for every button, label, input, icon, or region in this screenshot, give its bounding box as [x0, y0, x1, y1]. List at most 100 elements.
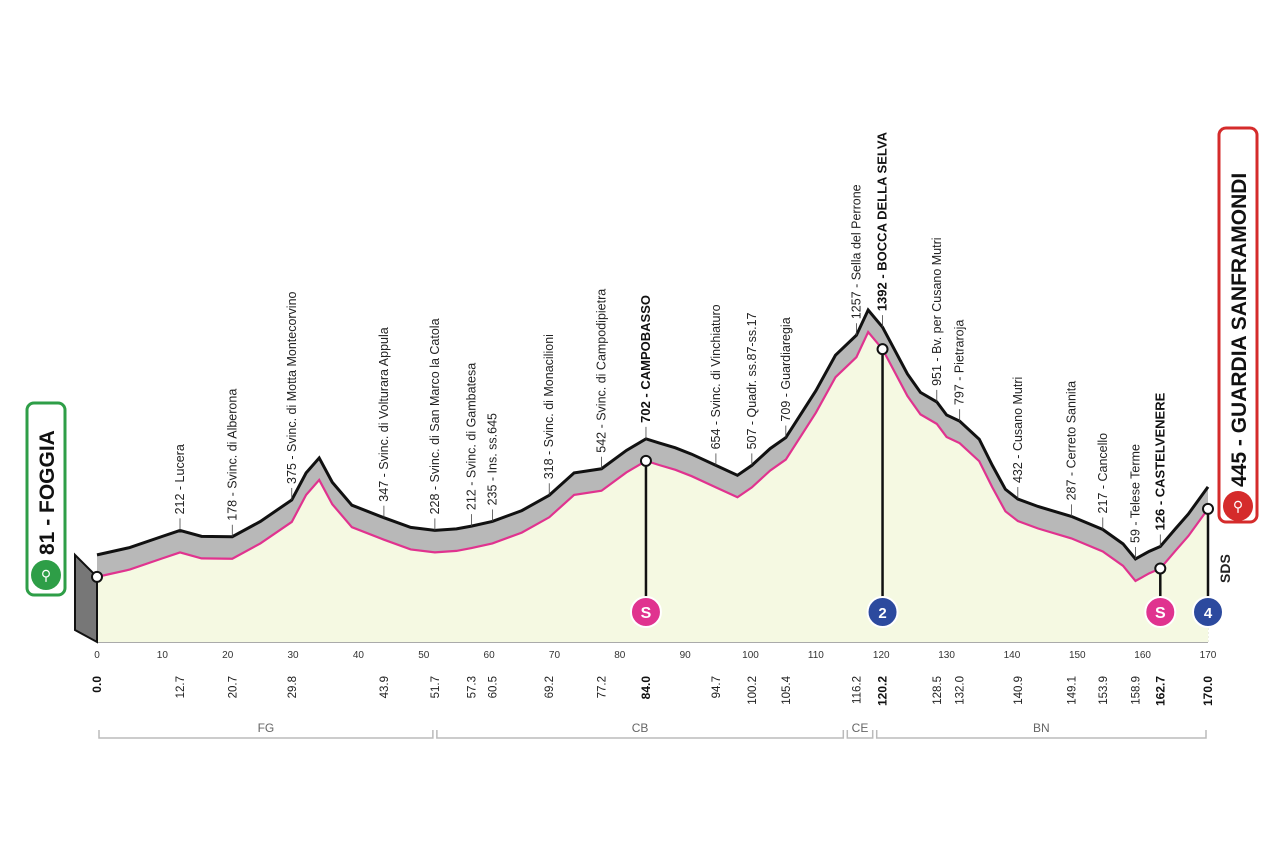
climb-label: 432 - Cusano Mutri: [1011, 377, 1025, 483]
climb-label: 542 - Svinc. di Campodipietra: [595, 289, 609, 453]
distance-label: 20.7: [227, 676, 239, 698]
km-tick-label: 20: [222, 650, 234, 661]
sprint-point: [639, 454, 652, 467]
climb-label: 287 - Cerreto Sannita: [1064, 381, 1078, 501]
kom-icon: [866, 596, 899, 628]
profile-start-wall: [74, 552, 98, 644]
km-tick-label: 170: [1200, 650, 1217, 661]
distance-label: 100.2: [747, 676, 759, 705]
distance-label: 12.7: [175, 676, 187, 698]
distance-label: 132.0: [955, 676, 967, 705]
distance-label: 158.9: [1130, 676, 1142, 705]
profile-elevation-line: [96, 329, 1209, 583]
climb-label: 318 - Svinc. di Monacilioni: [542, 334, 556, 479]
distance-label: 170.0: [1201, 676, 1215, 706]
region-bracket: [846, 730, 874, 739]
profile-grey-band: [97, 310, 1208, 581]
sprint-point: [1154, 562, 1167, 575]
kom-icon: [1192, 596, 1224, 628]
climb-label: 702 - CAMPOBASSO: [638, 295, 653, 423]
distance-label: 94.7: [711, 676, 723, 698]
region-bracket: [98, 730, 434, 739]
km-tick-label: 130: [938, 650, 955, 661]
climb-label: 797 - Pietraroja: [953, 320, 967, 406]
distance-label: 69.2: [544, 676, 556, 698]
kom-category-label: 2: [878, 605, 886, 622]
sprint-icon: [629, 596, 662, 628]
distance-label: 57.3: [466, 676, 478, 698]
km-tick-label: 0: [94, 650, 100, 661]
climb-label: 951 - Bv. per Cusano Mutri: [930, 237, 944, 385]
climb-label: 1392 - BOCCA DELLA SELVA: [875, 131, 890, 311]
start-badge: ⚲ 81 - FOGGIA: [25, 401, 67, 597]
profile-road-line: [96, 307, 1210, 561]
distance-label: 43.9: [379, 676, 391, 698]
km-tick-label: 140: [1004, 650, 1021, 661]
climb-label: 375 - Svinc. di Motta Montecorvino: [285, 291, 299, 483]
markers-layer: S S 2 4: [91, 343, 1224, 628]
bike-glyph: ⚲: [1233, 498, 1243, 514]
climb-label: 654 - Svinc. di Vinchiaturo: [709, 304, 723, 449]
km-tick-label: 150: [1069, 650, 1086, 661]
start-point: [91, 570, 103, 583]
climb-label: 178 - Svinc. di Alberona: [225, 389, 239, 521]
region-label: FG: [258, 721, 275, 735]
climb-label: 59 - Telese Terme: [1128, 444, 1142, 543]
distance-label: 77.2: [597, 676, 609, 698]
climb-label: 212 - Svinc. di Gambatesa: [464, 363, 478, 510]
km-tick-label: 110: [808, 650, 824, 661]
km-tick-label: 60: [484, 650, 496, 661]
sprint-icon: [1144, 596, 1177, 628]
km-tick-label: 30: [287, 650, 299, 661]
region-bracket: [875, 730, 1207, 739]
distance-label: 29.8: [287, 676, 299, 698]
finish-label: 445 - GUARDIA SANFRAMONDI: [1228, 173, 1251, 487]
km-tick-label: 90: [680, 650, 692, 661]
distance-label: 153.9: [1098, 676, 1110, 705]
sds-text: SDS: [1217, 554, 1233, 583]
distance-label: 149.1: [1066, 676, 1078, 705]
kom-category-label: 4: [1204, 605, 1213, 622]
region-bracket: [436, 730, 845, 739]
region-label: CB: [632, 721, 649, 735]
labels-layer: 212 - Lucera 178 - Svinc. di Alberona 375 …: [90, 131, 1215, 739]
profile-area: [97, 332, 1208, 642]
distance-label: 140.9: [1013, 676, 1025, 705]
climb-label: 709 - Guardiaregia: [779, 317, 793, 421]
distance-label: 162.7: [1153, 676, 1167, 706]
kom-point: [1202, 502, 1214, 515]
km-tick-label: 40: [353, 650, 365, 661]
start-label: 81 - FOGGIA: [36, 430, 59, 555]
climb-label: 507 - Quadr. ss.87-ss.17: [745, 312, 759, 449]
km-tick-label: 160: [1134, 650, 1151, 661]
climb-label: 228 - Svinc. di San Marco la Catola: [428, 318, 442, 514]
climb-label: 235 - Ins. ss.645: [485, 413, 499, 505]
distance-label: 84.0: [639, 676, 653, 700]
bike-glyph: ⚲: [41, 567, 51, 583]
km-tick-label: 80: [614, 650, 626, 661]
km-tick-label: 50: [418, 650, 430, 661]
distance-label: 128.5: [932, 676, 944, 705]
climb-label: 347 - Svinc. di Volturara Appula: [377, 327, 391, 501]
bike-icon: [31, 560, 61, 590]
distance-label: 0.0: [90, 676, 104, 693]
climb-label: 1257 - Sella del Perrone: [849, 184, 863, 319]
distance-label: 120.2: [876, 676, 890, 706]
km-tick-label: 120: [873, 650, 890, 661]
region-label: BN: [1033, 721, 1050, 735]
distance-label: 51.7: [430, 676, 442, 698]
region-label: CE: [852, 721, 869, 735]
distance-label: 105.4: [781, 675, 793, 704]
km-tick-label: 70: [549, 650, 561, 661]
climb-label: 217 - Cancello: [1096, 433, 1110, 514]
sprint-label: S: [1155, 605, 1166, 622]
profile-layer: [74, 307, 1210, 644]
climb-label: 126 - CASTELVENERE: [1152, 392, 1167, 530]
bike-icon: [1223, 491, 1253, 521]
km-tick-label: 10: [157, 650, 169, 661]
kom-point: [876, 343, 889, 356]
climb-label: 212 - Lucera: [173, 444, 187, 514]
km-tick-label: 100: [742, 650, 759, 661]
distance-label: 60.5: [487, 676, 499, 698]
